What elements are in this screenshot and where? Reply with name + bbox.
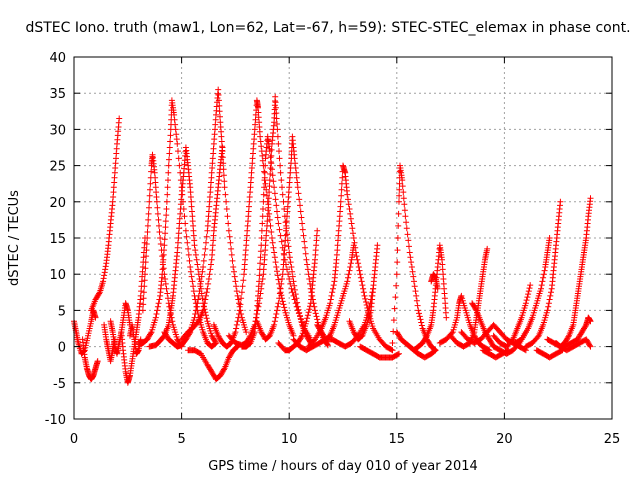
y-tick-label: 5 xyxy=(58,304,66,319)
x-axis-tick-labels: 0 5 10 15 20 25 xyxy=(70,432,620,447)
data-series-1 xyxy=(79,336,101,383)
axis-ticks xyxy=(73,56,613,420)
x-tick-label: 25 xyxy=(604,432,621,447)
x-tick-label: 15 xyxy=(389,432,406,447)
data-point-markers xyxy=(185,343,241,383)
y-tick-label: 40 xyxy=(49,51,66,66)
data-point-markers xyxy=(346,285,377,343)
data-point-markers xyxy=(544,336,594,354)
data-series-25 xyxy=(411,347,439,361)
data-series-9 xyxy=(146,144,219,350)
x-tick-label: 0 xyxy=(70,432,78,447)
data-series-22 xyxy=(357,343,402,361)
data-series-26 xyxy=(428,271,441,292)
y-axis-label: dSTEC / TECUs xyxy=(7,190,22,286)
data-series-20 xyxy=(314,242,357,343)
data-series xyxy=(71,86,594,386)
data-point-markers xyxy=(178,144,226,343)
data-series-23 xyxy=(389,162,439,354)
data-series-12 xyxy=(185,343,241,383)
data-point-markers xyxy=(389,162,439,354)
data-series-10 xyxy=(161,86,250,350)
y-tick-label: 30 xyxy=(49,123,66,138)
y-tick-label: -10 xyxy=(45,413,66,428)
data-point-markers xyxy=(305,162,396,354)
data-series-35 xyxy=(533,347,566,361)
data-point-markers xyxy=(522,198,564,350)
data-point-markers xyxy=(275,227,321,354)
data-point-markers xyxy=(88,115,123,314)
y-tick-label: 10 xyxy=(49,268,66,283)
data-point-markers xyxy=(512,235,553,346)
y-tick-label: 35 xyxy=(49,87,66,102)
data-point-markers xyxy=(490,282,534,350)
data-series-17 xyxy=(275,227,321,354)
data-series-31 xyxy=(490,282,534,350)
y-axis-tick-labels: -10 -5 0 5 10 15 20 25 30 35 40 xyxy=(45,51,66,428)
data-series-15 xyxy=(238,133,314,350)
y-tick-label: 0 xyxy=(58,341,66,356)
data-point-markers xyxy=(161,86,250,350)
data-series-32 xyxy=(479,347,512,361)
data-series-19 xyxy=(305,162,396,354)
y-tick-label: -5 xyxy=(53,377,66,392)
data-series-2 xyxy=(88,115,123,314)
data-series-21 xyxy=(346,285,377,343)
x-tick-label: 5 xyxy=(177,432,185,447)
data-point-markers xyxy=(428,271,441,292)
data-point-markers xyxy=(79,336,101,383)
data-series-34 xyxy=(522,198,564,350)
data-point-markers xyxy=(533,347,566,361)
data-point-markers xyxy=(238,133,314,350)
x-tick-label: 20 xyxy=(496,432,513,447)
data-series-13 xyxy=(210,97,297,350)
data-series-33 xyxy=(512,235,553,346)
chart-title: dSTEC Iono. truth (maw1, Lon=62, Lat=-67… xyxy=(25,20,630,36)
x-tick-label: 10 xyxy=(281,432,298,447)
data-series-38 xyxy=(544,336,594,354)
data-series-11 xyxy=(178,144,226,343)
data-point-markers xyxy=(479,347,512,361)
y-tick-label: 15 xyxy=(49,232,66,247)
data-point-markers xyxy=(357,343,402,361)
data-point-markers xyxy=(210,97,297,350)
y-tick-label: 20 xyxy=(49,196,66,211)
data-point-markers xyxy=(146,144,219,350)
x-axis-label: GPS time / hours of day 010 of year 2014 xyxy=(208,459,478,474)
data-point-markers xyxy=(411,347,439,361)
data-point-markers xyxy=(314,242,357,343)
y-tick-label: 25 xyxy=(49,160,66,175)
